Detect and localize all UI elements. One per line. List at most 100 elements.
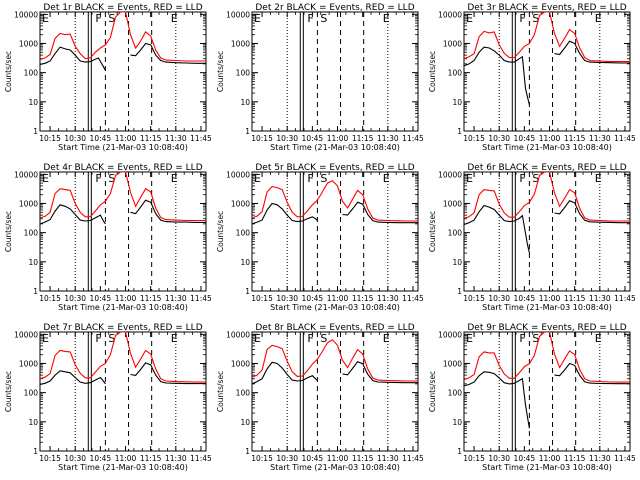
y-axis-label: Counts/sec xyxy=(428,211,437,252)
marker-label: E xyxy=(466,332,473,345)
marker-label: E xyxy=(383,332,390,345)
x-axis-label: Start Time (21-Mar-03 10:08:40) xyxy=(58,463,188,472)
y-tick-label: 1 xyxy=(33,287,38,296)
series-lines xyxy=(40,172,206,225)
y-tick-label: 10 xyxy=(240,418,250,427)
marker-label: E xyxy=(383,172,390,185)
y-tick-label: 10 xyxy=(240,98,250,107)
series-lines xyxy=(252,339,418,385)
x-tick-label: 11:30 xyxy=(589,294,611,303)
events-series-line xyxy=(252,361,318,385)
marker-label: E xyxy=(254,332,261,345)
y-tick-label: 1 xyxy=(245,127,250,136)
x-tick-label: 11:00 xyxy=(115,454,137,463)
y-tick-label: 1 xyxy=(33,447,38,456)
x-tick-label: 10:30 xyxy=(488,294,510,303)
panel-title: Det 5r BLACK = Events, RED = LLD xyxy=(255,163,414,173)
x-tick-label: 10:30 xyxy=(488,454,510,463)
marker-label: S xyxy=(320,172,327,185)
y-tick-label: 10000 xyxy=(14,330,38,339)
y-axis-label: Counts/sec xyxy=(216,51,225,92)
y-tick-label: 1000 xyxy=(19,359,38,368)
x-axis-label: Start Time (21-Mar-03 10:08:40) xyxy=(270,463,400,472)
events-series-line xyxy=(554,362,630,385)
series-lines xyxy=(252,180,418,225)
detector-panel-1: Det 1r BLACK = Events, RED = LLD 1 10 100 10… xyxy=(4,3,212,152)
panel-title: Det 6r BLACK = Events, RED = LLD xyxy=(467,163,626,173)
events-series-line xyxy=(130,42,206,64)
panel-title: Det 1r BLACK = Events, RED = LLD xyxy=(43,3,202,13)
x-tick-label: 11:45 xyxy=(402,294,424,303)
y-tick-label: 1 xyxy=(457,287,462,296)
marker-label: F xyxy=(519,172,525,185)
y-tick-label: 1000 xyxy=(231,359,250,368)
detector-panel-6: Det 6r BLACK = Events, RED = LLD 1 10 100 10… xyxy=(428,163,636,312)
x-tick-label: 11:45 xyxy=(190,294,212,303)
y-tick-label: 10000 xyxy=(438,10,462,19)
lld-series-line xyxy=(40,332,206,383)
series-lines xyxy=(464,12,630,105)
y-tick-label: 10 xyxy=(28,418,38,427)
events-series-line xyxy=(464,46,530,105)
x-tick-label: 10:15 xyxy=(251,294,273,303)
x-tick-label: 10:45 xyxy=(302,294,324,303)
plot-frame xyxy=(39,331,207,452)
x-tick-label: 11:30 xyxy=(165,454,187,463)
events-series-line xyxy=(342,201,418,224)
marker-label: E xyxy=(254,12,261,25)
lld-series-line xyxy=(40,12,206,62)
events-series-line xyxy=(464,204,530,254)
lld-series-line xyxy=(464,172,630,222)
x-tick-label: 11:45 xyxy=(614,454,636,463)
panel-title: Det 3r BLACK = Events, RED = LLD xyxy=(467,3,626,13)
marker-label: S xyxy=(532,172,539,185)
x-tick-label: 11:15 xyxy=(564,454,586,463)
x-tick-label: 10:45 xyxy=(302,454,324,463)
y-tick-label: 10 xyxy=(452,258,462,267)
x-tick-label: 10:15 xyxy=(39,454,61,463)
x-tick-label: 10:30 xyxy=(276,134,298,143)
plot-frame xyxy=(463,11,631,132)
y-axis-label: Counts/sec xyxy=(4,371,13,412)
time-markers xyxy=(498,12,601,131)
y-tick-label: 10 xyxy=(28,98,38,107)
y-tick-label: 10000 xyxy=(14,170,38,179)
y-axis-label: Counts/sec xyxy=(4,51,13,92)
x-axis-label: Start Time (21-Mar-03 10:08:40) xyxy=(270,143,400,152)
series-lines xyxy=(40,332,206,386)
marker-label: E xyxy=(171,12,178,25)
x-tick-label: 11:45 xyxy=(614,294,636,303)
y-tick-label: 100 xyxy=(236,389,251,398)
x-tick-label: 11:00 xyxy=(539,134,561,143)
y-tick-label: 10000 xyxy=(14,10,38,19)
time-markers xyxy=(286,332,389,451)
marker-label: E xyxy=(595,12,602,25)
events-series-line xyxy=(554,200,630,224)
x-tick-label: 11:00 xyxy=(539,454,561,463)
x-tick-label: 11:30 xyxy=(589,134,611,143)
x-axis-label: Start Time (21-Mar-03 10:08:40) xyxy=(270,303,400,312)
x-tick-label: 11:45 xyxy=(402,134,424,143)
x-axis-label: Start Time (21-Mar-03 10:08:40) xyxy=(58,143,188,152)
x-tick-label: 10:45 xyxy=(90,454,112,463)
x-tick-label: 10:45 xyxy=(514,134,536,143)
x-tick-label: 10:45 xyxy=(90,134,112,143)
y-tick-label: 1000 xyxy=(19,39,38,48)
x-tick-label: 10:15 xyxy=(39,134,61,143)
y-tick-label: 10000 xyxy=(226,10,250,19)
x-axis-label: Start Time (21-Mar-03 10:08:40) xyxy=(482,303,612,312)
marker-label: S xyxy=(532,332,539,345)
x-tick-label: 11:45 xyxy=(190,454,212,463)
detector-panel-2: Det 2r BLACK = Events, RED = LLD 1 10 100 10… xyxy=(216,3,424,152)
y-tick-label: 100 xyxy=(448,69,463,78)
y-tick-label: 1 xyxy=(457,127,462,136)
y-axis-label: Counts/sec xyxy=(428,51,437,92)
time-markers xyxy=(286,12,389,131)
time-markers xyxy=(498,172,601,291)
detector-panel-4: Det 4r BLACK = Events, RED = LLD 1 10 100 10… xyxy=(4,163,212,312)
marker-label: F xyxy=(307,172,313,185)
x-tick-label: 11:30 xyxy=(165,294,187,303)
lld-series-line xyxy=(252,180,418,222)
marker-label: S xyxy=(108,12,115,25)
x-tick-label: 11:00 xyxy=(327,454,349,463)
